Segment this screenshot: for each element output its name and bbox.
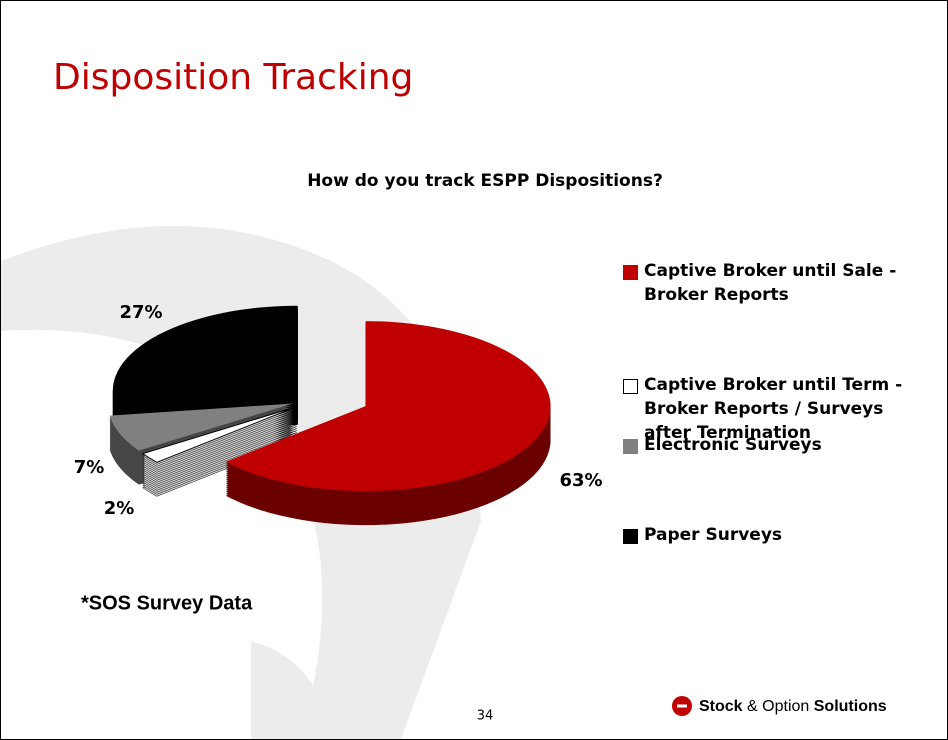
slide-title: Disposition Tracking bbox=[53, 57, 413, 98]
page-number: 34 bbox=[477, 709, 494, 724]
note: *SOS Survey Data bbox=[81, 592, 253, 614]
legend-label: Paper Surveys bbox=[644, 525, 783, 545]
legend-swatch bbox=[623, 265, 638, 280]
slice bbox=[109, 403, 293, 451]
legend-label: Captive Broker until Sale - Broker Repor… bbox=[644, 261, 897, 305]
legend-item: Captive Broker until Term - Broker Repor… bbox=[623, 373, 923, 445]
logo: Stock & Option Solutions bbox=[672, 696, 887, 716]
pie: 63% 2% 7% 27% bbox=[74, 302, 603, 526]
legend-label: Electronic Surveys bbox=[644, 435, 822, 455]
data-label: 27% bbox=[119, 302, 162, 323]
legend-item: Electronic Surveys bbox=[623, 433, 923, 457]
chart-title: How do you track ESPP Dispositions? bbox=[307, 171, 663, 191]
legend-swatch bbox=[623, 439, 638, 454]
logo-text: Stock bbox=[699, 698, 743, 715]
background-swoosh bbox=[1, 226, 481, 739]
legend-item: Captive Broker until Sale - Broker Repor… bbox=[623, 259, 923, 307]
legend-swatch bbox=[623, 379, 638, 394]
legend-label: Captive Broker until Term - Broker Repor… bbox=[644, 375, 903, 443]
logo-text: Solutions bbox=[814, 698, 887, 715]
legend-item: Paper Surveys bbox=[623, 523, 923, 547]
logo-text: Stock & Option Solutions bbox=[699, 698, 887, 715]
slice bbox=[225, 321, 551, 492]
background-swoosh bbox=[251, 641, 331, 739]
data-label: 63% bbox=[559, 470, 602, 491]
legend-swatch bbox=[623, 529, 638, 544]
slice bbox=[141, 406, 297, 463]
data-label: 2% bbox=[104, 498, 135, 519]
data-label: 7% bbox=[74, 457, 105, 478]
logo-text: & Option bbox=[747, 698, 809, 715]
slice bbox=[112, 305, 298, 403]
